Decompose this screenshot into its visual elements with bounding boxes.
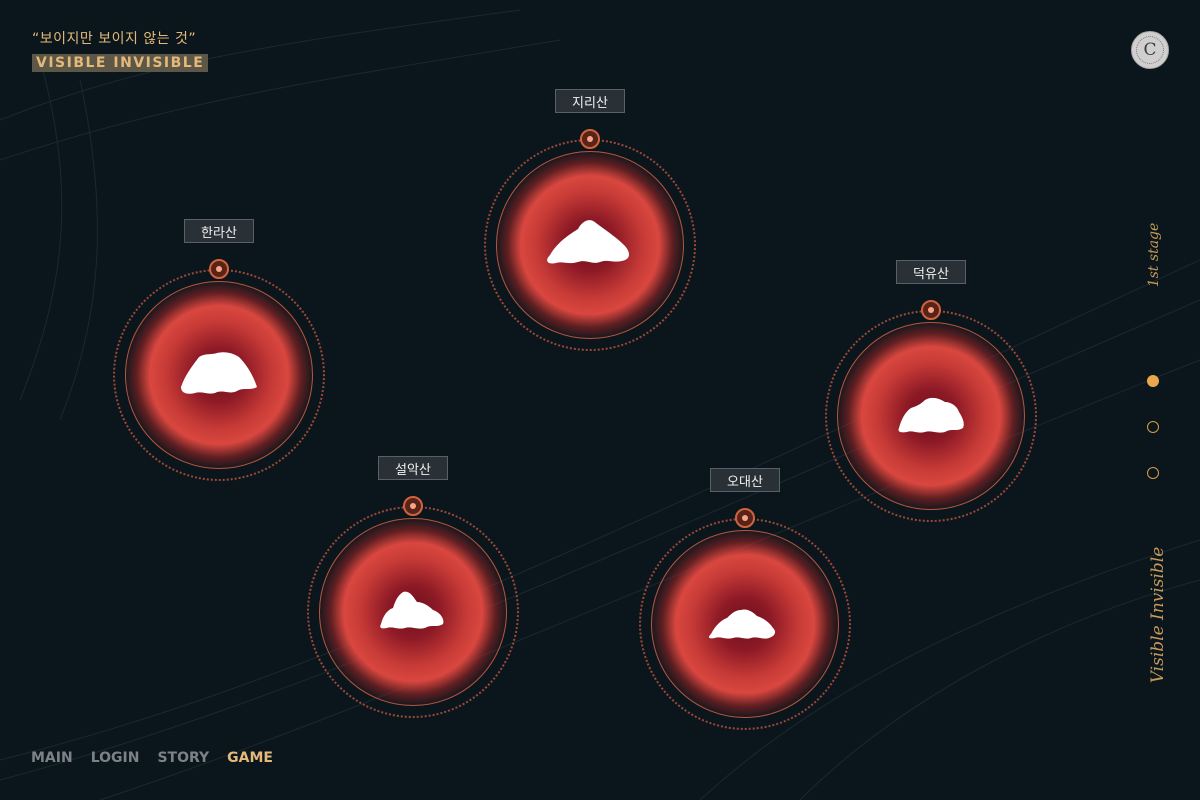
orbit-ring [496,151,684,339]
stage-label: 1st stage [1146,222,1162,288]
orbit-ring [837,322,1025,510]
brand-logo-text[interactable]: VISIBLE INVISIBLE [32,54,209,72]
mountain-label[interactable]: 설악산 [378,456,448,480]
mountain-jirisan[interactable]: 지리산 [484,89,696,351]
mountain-label[interactable]: 오대산 [710,468,780,492]
mountain-peak-icon [181,352,257,394]
orbit-ring [651,530,839,718]
location-pin-icon[interactable] [735,508,755,528]
orbit-ring [319,518,507,706]
location-pin-icon[interactable] [580,129,600,149]
mountain-peak-icon [380,591,444,629]
mountain-seoraksan[interactable]: 설악산 [307,456,519,718]
nav-login[interactable]: LOGIN [90,750,140,766]
bottom-nav: MAIN LOGIN STORY GAME [31,750,273,766]
mountain-peak-icon [708,609,776,639]
pager-dot-3[interactable] [1147,467,1159,479]
mountain-hallasan[interactable]: 한라산 [113,219,325,481]
pager-dot-2[interactable] [1147,421,1159,433]
nav-game[interactable]: GAME [227,750,273,766]
nav-story[interactable]: STORY [157,750,210,766]
mountain-label[interactable]: 덕유산 [896,260,966,284]
emblem-badge-icon[interactable]: C [1131,31,1169,69]
nav-main[interactable]: MAIN [31,750,73,766]
location-pin-icon[interactable] [921,300,941,320]
mountain-peak-icon [547,220,629,264]
mountain-odaesan[interactable]: 오대산 [639,468,851,730]
emblem-badge-ring: C [1136,36,1164,64]
brand[interactable]: “보이지만 보이지 않는 것” VISIBLE INVISIBLE [32,28,209,72]
orbit-ring [125,281,313,469]
mountain-deogyusan[interactable]: 덕유산 [825,260,1037,522]
pager-dot-1[interactable] [1147,375,1159,387]
location-pin-icon[interactable] [209,259,229,279]
emblem-badge-letter: C [1143,40,1157,60]
mountain-label[interactable]: 한라산 [184,219,254,243]
location-pin-icon[interactable] [403,496,423,516]
mountain-label[interactable]: 지리산 [555,89,625,113]
brand-tagline: “보이지만 보이지 않는 것” [32,31,197,47]
mountain-peak-icon [898,397,964,433]
side-title: Visible Invisible [1148,546,1168,684]
